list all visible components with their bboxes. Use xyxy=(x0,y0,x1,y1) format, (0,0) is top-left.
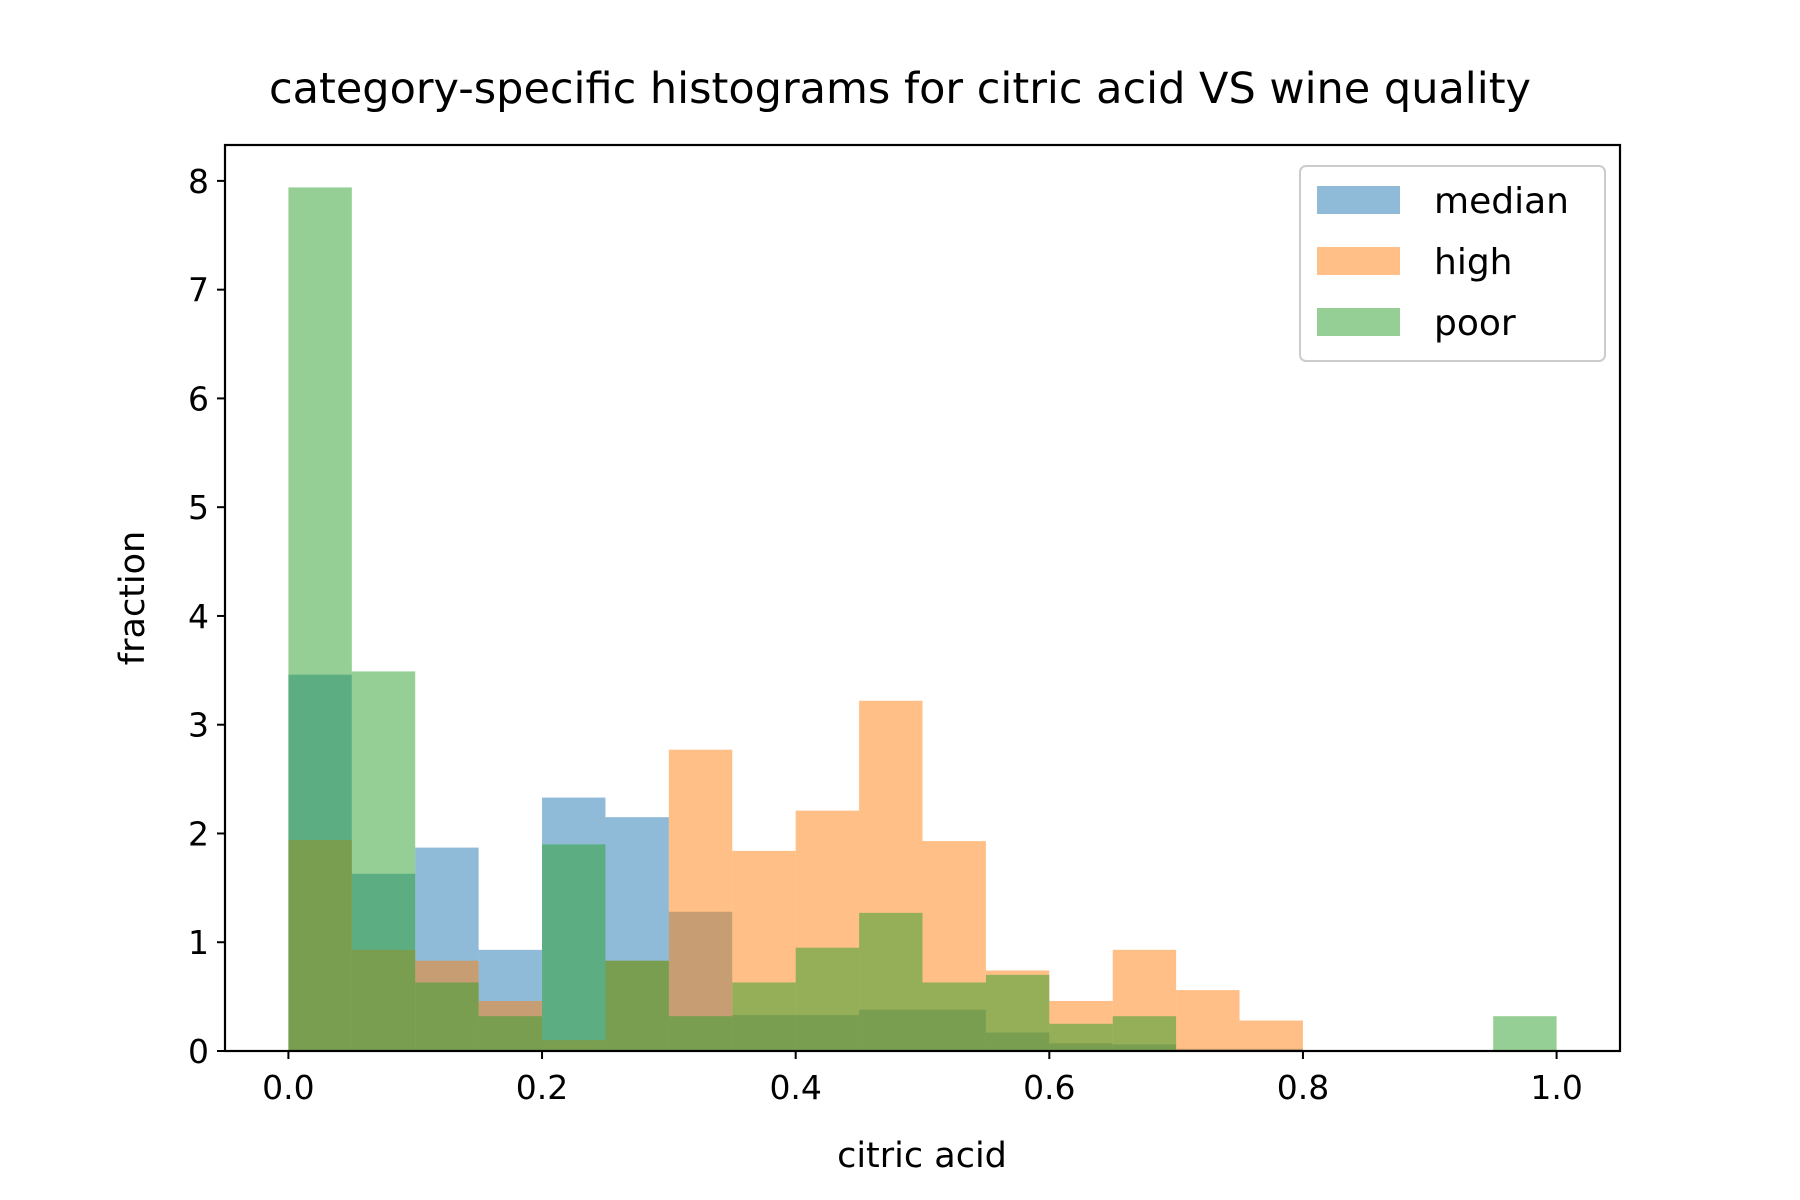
x-tick-label: 0.6 xyxy=(1023,1068,1075,1107)
legend-label-high: high xyxy=(1434,242,1513,283)
x-tick-label: 1.0 xyxy=(1530,1068,1582,1107)
legend-swatch-poor xyxy=(1317,308,1400,336)
legend: median high poor xyxy=(1299,165,1606,362)
x-axis-label: citric acid xyxy=(837,1136,1007,1176)
bar-poor-9 xyxy=(859,912,923,1051)
x-tick-label: 0.4 xyxy=(769,1068,821,1107)
x-tick-label: 0.8 xyxy=(1277,1068,1329,1107)
chart-title: category-specific histograms for citric … xyxy=(269,64,1531,114)
legend-swatch-high xyxy=(1317,247,1400,275)
axes-frame xyxy=(223,143,1622,1053)
bar-poor-19 xyxy=(1493,1016,1557,1051)
y-tick-label: 2 xyxy=(188,814,209,853)
x-tick-label: 0.0 xyxy=(262,1068,314,1107)
bar-poor-10 xyxy=(922,982,986,1051)
bar-high-6 xyxy=(668,749,733,1051)
y-tick-label: 0 xyxy=(188,1032,209,1071)
y-tick-label: 6 xyxy=(188,379,209,418)
y-tick-label: 1 xyxy=(188,923,209,962)
legend-label-median: median xyxy=(1434,181,1569,222)
bar-poor-8 xyxy=(795,947,860,1051)
bar-poor-4 xyxy=(542,844,606,1051)
y-tick-label: 7 xyxy=(188,271,209,310)
bar-poor-11 xyxy=(985,974,1050,1051)
y-tick-label: 4 xyxy=(188,597,209,636)
bar-poor-1 xyxy=(351,671,416,1051)
bar-poor-0 xyxy=(288,187,352,1051)
bar-poor-13 xyxy=(1112,1016,1177,1051)
x-tick-label: 0.2 xyxy=(516,1068,568,1107)
y-tick-label: 8 xyxy=(188,162,209,201)
bar-high-15 xyxy=(1239,1020,1303,1051)
bar-poor-2 xyxy=(415,982,479,1051)
y-tick-label: 3 xyxy=(188,706,209,745)
bar-poor-6 xyxy=(668,1016,733,1051)
bar-poor-3 xyxy=(478,1016,543,1051)
bar-poor-7 xyxy=(732,982,796,1051)
y-tick-label: 5 xyxy=(188,488,209,527)
bar-high-14 xyxy=(1176,990,1240,1051)
x-axis-ticks: 0.0 0.2 0.4 0.6 0.8 1.0 xyxy=(262,1051,1583,1107)
bars-layer xyxy=(288,187,1557,1051)
y-axis-ticks: 0 1 2 3 4 5 6 7 8 xyxy=(188,162,225,1071)
legend-swatch-median xyxy=(1317,186,1400,214)
bar-poor-12 xyxy=(1049,1023,1113,1051)
legend-label-poor: poor xyxy=(1434,303,1516,344)
bar-poor-5 xyxy=(605,960,669,1051)
y-axis-label: fraction xyxy=(113,531,153,665)
